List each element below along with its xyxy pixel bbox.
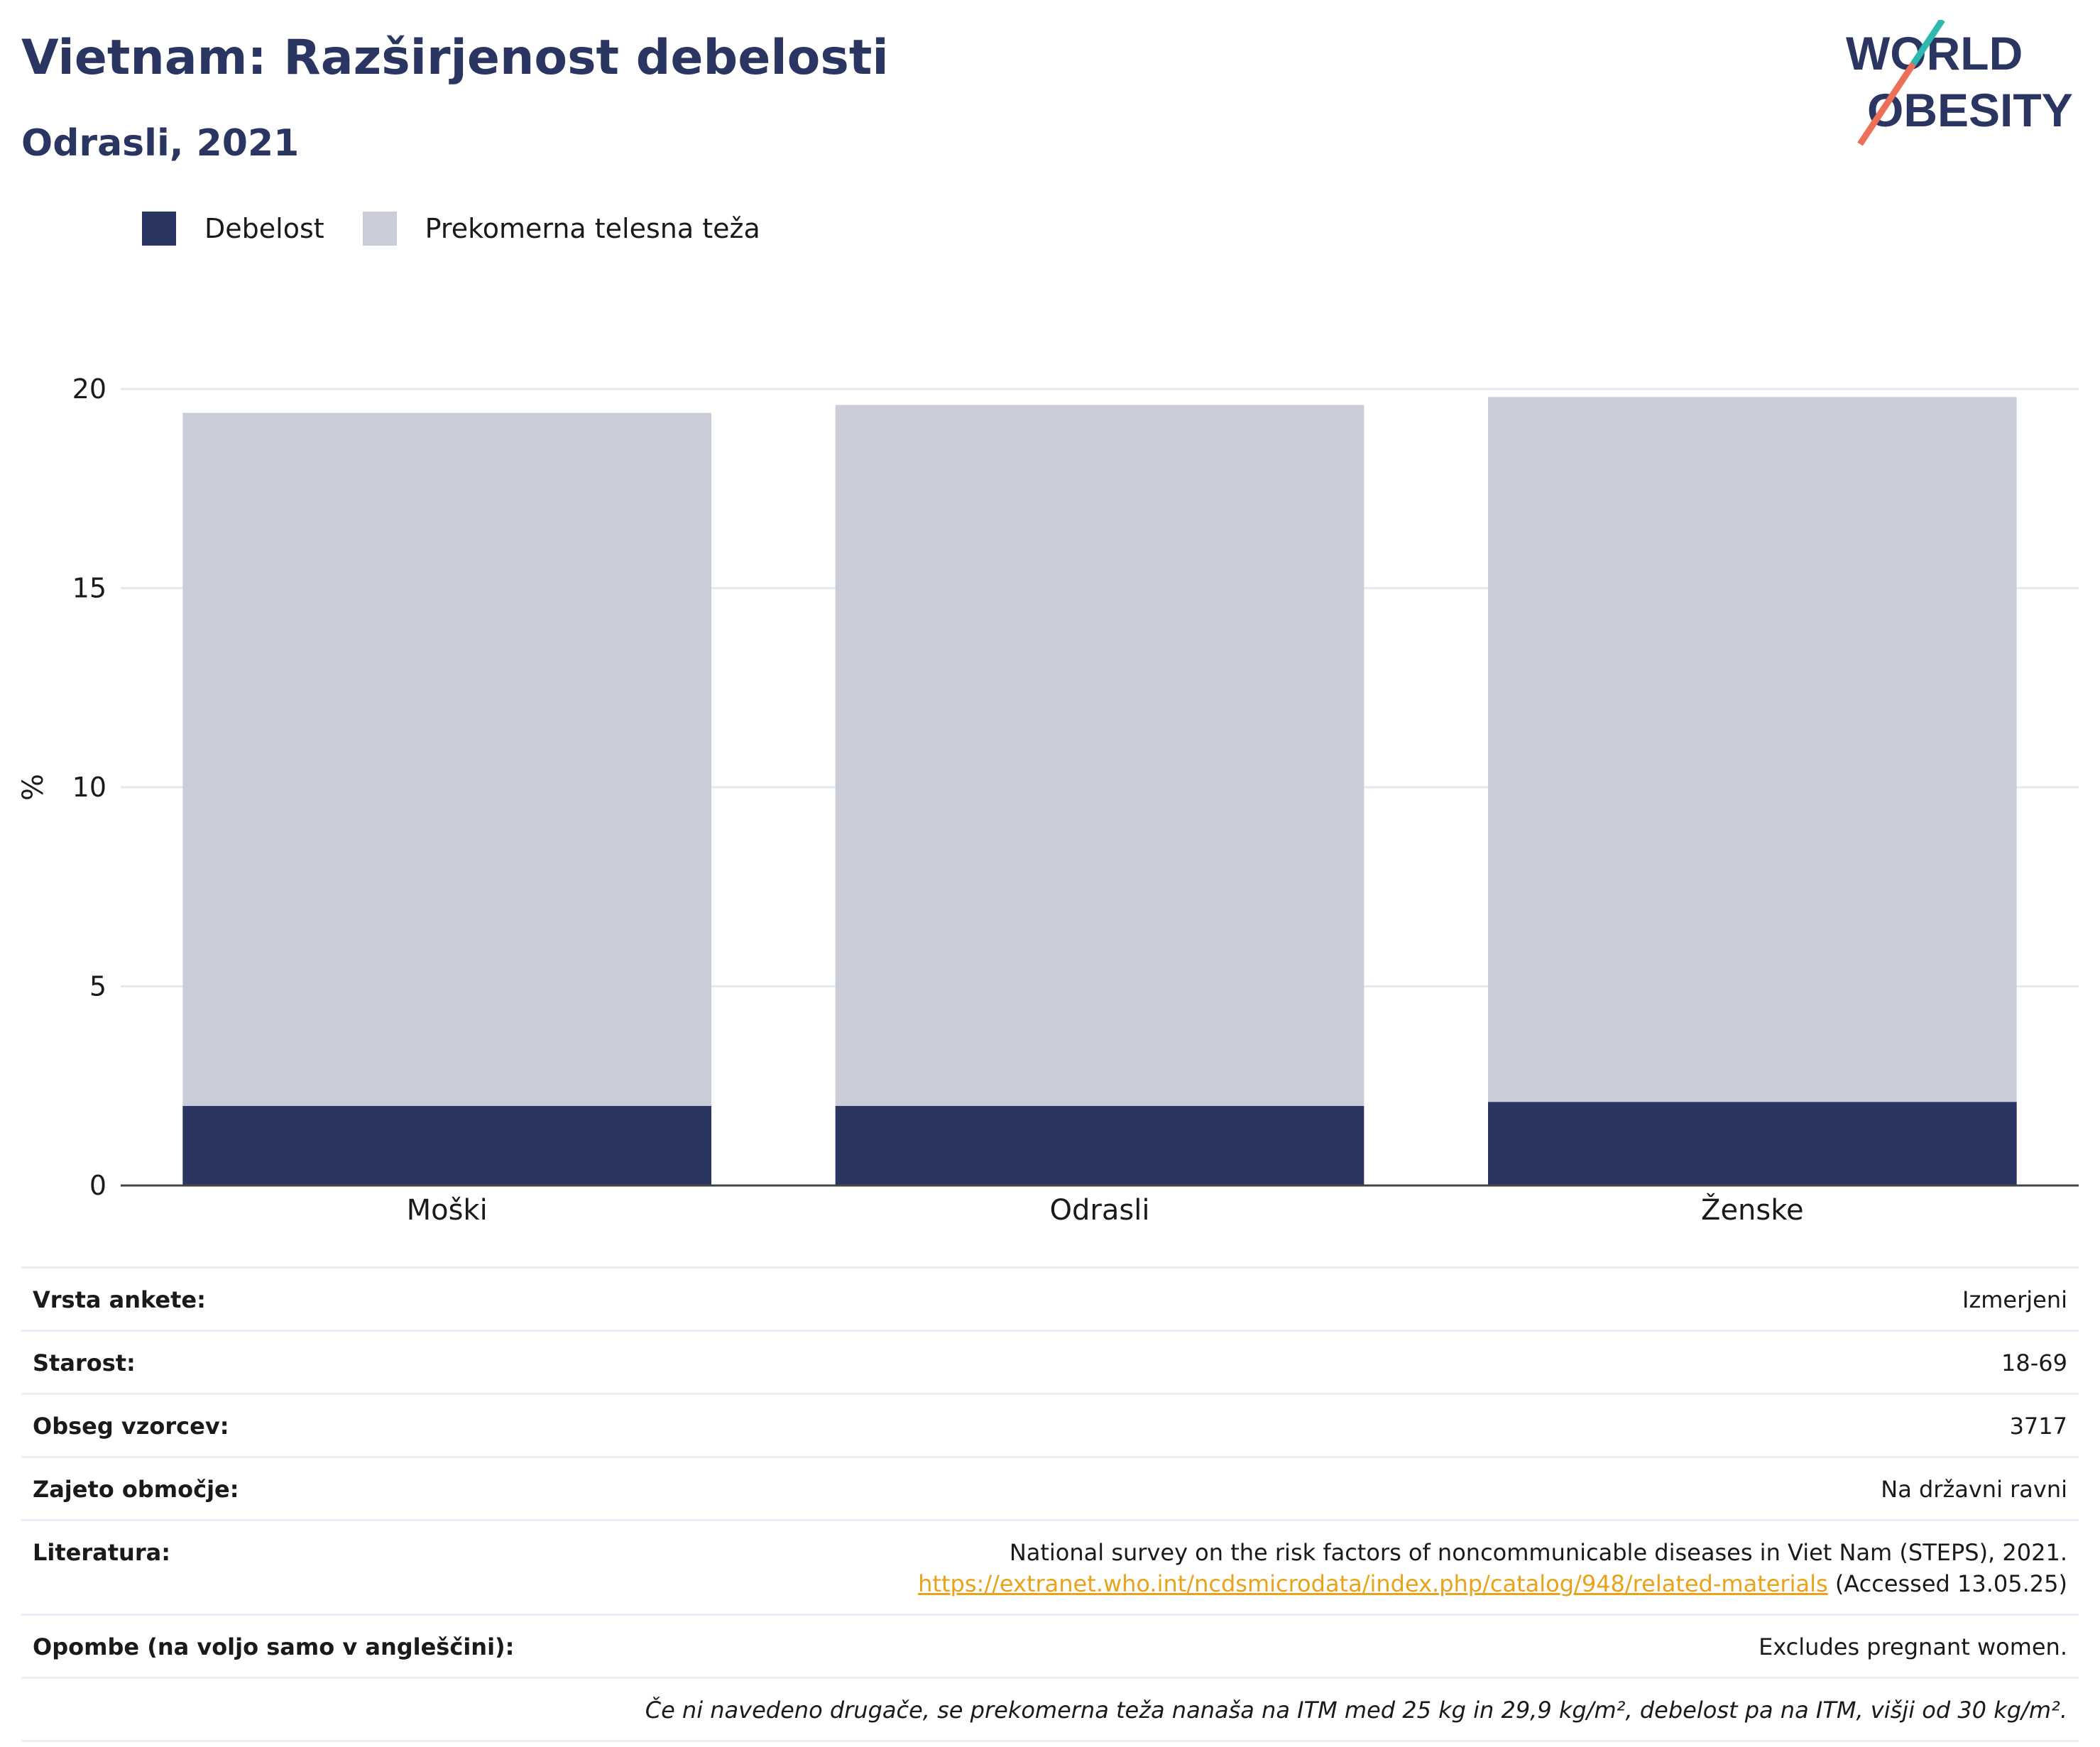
chart-title: Vietnam: Razširjenost debelosti [21, 30, 889, 86]
info-label: Vrsta ankete: [33, 1286, 206, 1313]
legend-swatch-overweight [362, 212, 397, 246]
info-label: Starost: [33, 1349, 136, 1376]
legend-item-overweight: Prekomerna telesna teža [362, 212, 760, 246]
x-tick-label: Moški [407, 1194, 488, 1227]
legend-label-overweight: Prekomerna telesna teža [425, 213, 760, 244]
legend-item-obesity: Debelost [142, 212, 324, 246]
y-tick-label: 0 [89, 1170, 106, 1201]
info-value: Izmerjeni [1962, 1286, 2067, 1313]
y-tick-label: 15 [72, 573, 106, 604]
chart-subtitle: Odrasli, 2021 [21, 122, 300, 165]
legend: Debelost Prekomerna telesna teža [142, 212, 799, 246]
footnote-text: Če ni navedeno drugače, se prekomerna te… [645, 1697, 2067, 1724]
bar-overweight-2 [1488, 397, 2017, 1102]
info-label: Literatura: [33, 1539, 170, 1566]
info-row-survey-type: Vrsta ankete: Izmerjeni [21, 1269, 2079, 1332]
info-footnote: Če ni navedeno drugače, se prekomerna te… [21, 1679, 2079, 1742]
info-row-literature: Literatura: National survey on the risk … [21, 1521, 2079, 1616]
info-row-notes: Opombe (na voljo samo v angleščini): Exc… [21, 1616, 2079, 1679]
svg-text:OBESITY: OBESITY [1867, 84, 2073, 136]
info-label: Zajeto območje: [33, 1476, 239, 1503]
bar-overweight-0 [182, 412, 711, 1106]
info-row-area: Zajeto območje: Na državni ravni [21, 1458, 2079, 1521]
bar-chart: 0 5 10 15 20% Moški Odrasli Ženske [17, 373, 2079, 1227]
x-tick-label: Ženske [1701, 1193, 1804, 1227]
bar-obesity-1 [835, 1105, 1365, 1185]
legend-label-obesity: Debelost [204, 213, 324, 244]
info-table: Vrsta ankete: Izmerjeni Starost: 18-69 O… [21, 1266, 2079, 1742]
info-value: National survey on the risk factors of n… [918, 1537, 2067, 1599]
x-tick-label: Odrasli [1050, 1194, 1150, 1227]
world-obesity-logo: WORLD OBESITY [1846, 20, 2073, 146]
info-value: 18-69 [2001, 1349, 2067, 1376]
y-tick-label: 5 [89, 971, 106, 1002]
y-tick-label: 10 [72, 772, 106, 803]
info-label: Opombe (na voljo samo v angleščini): [33, 1633, 515, 1660]
info-value: Na državni ravni [1881, 1476, 2067, 1503]
y-axis-label: % [17, 774, 50, 801]
bar-obesity-0 [182, 1105, 711, 1185]
y-tick-label: 20 [72, 373, 106, 405]
info-value: 3717 [2009, 1413, 2067, 1440]
bar-overweight-1 [835, 405, 1365, 1106]
info-row-age: Starost: 18-69 [21, 1332, 2079, 1395]
legend-swatch-obesity [142, 212, 176, 246]
info-label: Obseg vzorcev: [33, 1413, 229, 1440]
bar-obesity-2 [1488, 1102, 2017, 1185]
literature-citation: National survey on the risk factors of n… [1009, 1539, 2067, 1566]
info-row-sample-size: Obseg vzorcev: 3717 [21, 1395, 2079, 1458]
literature-link[interactable]: https://extranet.who.int/ncdsmicrodata/i… [918, 1570, 1828, 1597]
literature-accessed: (Accessed 13.05.25) [1827, 1570, 2067, 1597]
info-value: Excludes pregnant women. [1759, 1633, 2067, 1660]
